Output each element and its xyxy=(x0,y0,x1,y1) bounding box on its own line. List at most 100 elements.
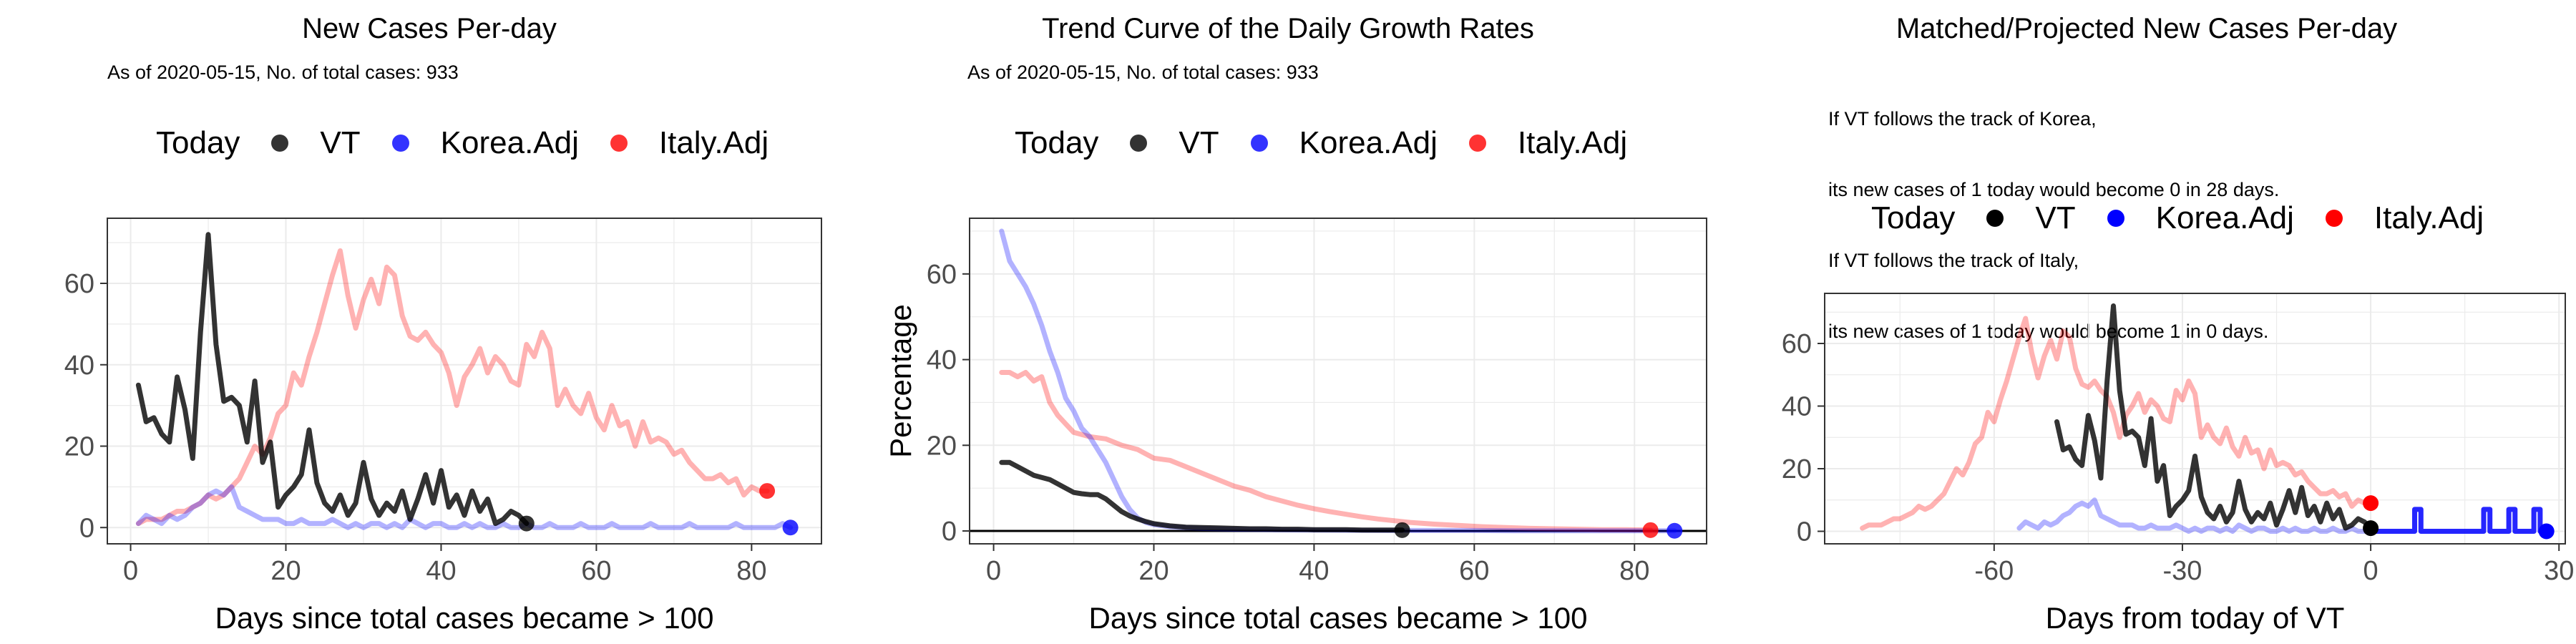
x-tick-label: 40 xyxy=(1299,556,1329,586)
y-tick-label: 40 xyxy=(1782,392,1812,422)
series-line-vt xyxy=(999,459,1405,533)
plot-border xyxy=(107,218,822,545)
today-point-vt xyxy=(1394,522,1410,538)
y-tick-label: 60 xyxy=(64,269,94,299)
x-tick-label: -60 xyxy=(1974,556,2014,586)
today-point-korea-adj xyxy=(1667,522,1683,539)
chart-legend: Today VT Korea.Adj Italy.Adj xyxy=(1015,125,1659,161)
y-tick-label: 40 xyxy=(64,351,94,381)
series-line-vt xyxy=(2054,303,2373,531)
series-line-italy-adj xyxy=(999,370,1654,533)
legend-dot-korea xyxy=(1250,135,1268,152)
today-point-italy-adj xyxy=(2363,495,2379,512)
legend-title: Today xyxy=(156,125,240,160)
x-tick-label: 30 xyxy=(2544,556,2574,586)
legend-item-korea: Korea.Adj xyxy=(391,125,579,161)
chart-annotations: If VT follows the track of Korea, its ne… xyxy=(1828,60,2279,391)
legend-label-korea: Korea.Adj xyxy=(2155,200,2294,235)
legend-item-italy: Italy.Adj xyxy=(610,125,769,161)
legend-label-italy: Italy.Adj xyxy=(2373,200,2484,235)
x-tick-label: 0 xyxy=(2363,556,2379,586)
y-tick-label: 20 xyxy=(1782,454,1812,484)
legend-label-korea: Korea.Adj xyxy=(1299,125,1438,160)
legend-item-vt: VT xyxy=(1130,125,1219,161)
chart-subtitle: As of 2020-05-15, No. of total cases: 93… xyxy=(107,62,459,83)
legend-dot-korea xyxy=(2107,210,2124,227)
legend-label-vt: VT xyxy=(1179,125,1219,160)
y-tick-label: 0 xyxy=(79,513,94,543)
today-point-italy-adj xyxy=(759,483,776,499)
chart-panel-growth-rates: Trend Curve of the Daily Growth Rates As… xyxy=(859,0,1717,644)
legend-dot-italy xyxy=(2325,210,2343,227)
y-tick-label: 0 xyxy=(1797,517,1812,547)
today-point-korea-adj xyxy=(2538,523,2555,540)
annotation-line: If VT follows the track of Korea, xyxy=(1828,108,2097,130)
legend-label-vt: VT xyxy=(320,125,361,160)
x-tick-label: 40 xyxy=(426,556,456,586)
legend-dot-italy xyxy=(610,135,628,152)
series-line-vt xyxy=(135,232,530,527)
chart-panel-projected: Matched/Projected New Cases Per-day If V… xyxy=(1717,0,2576,644)
x-tick-label: 60 xyxy=(581,556,611,586)
grid xyxy=(107,218,821,544)
series-line-korea-adj xyxy=(2016,497,2373,534)
legend-label-italy: Italy.Adj xyxy=(1517,125,1628,160)
plot-border xyxy=(969,218,1707,545)
chart-legend: Today VT Korea.Adj Italy.Adj xyxy=(156,125,800,161)
chart-svg: 0 20 40 60 80 0 20 40 60 Days since total cases b… xyxy=(884,218,1707,635)
legend-dot-korea xyxy=(391,135,409,152)
legend-dot-vt xyxy=(271,135,289,152)
x-tick-label: -30 xyxy=(2162,556,2202,586)
chart-svg: -60 -30 0 30 0 20 40 60 Days from today of VT xyxy=(1782,293,2574,635)
x-axis-label: Days from today of VT xyxy=(2046,601,2345,635)
x-tick-label: 20 xyxy=(270,556,301,586)
legend-dot-italy xyxy=(1468,135,1486,152)
x-tick-label: 80 xyxy=(1619,556,1649,586)
x-tick-label: 0 xyxy=(123,556,138,586)
x-tick-label: 0 xyxy=(986,556,1001,586)
legend-label-italy: Italy.Adj xyxy=(658,125,769,160)
legend-dot-vt xyxy=(1130,135,1148,152)
chart-title: Matched/Projected New Cases Per-day xyxy=(1896,13,2398,44)
chart-svg: 0 20 40 60 80 0 20 40 60 Days since total cases b… xyxy=(64,218,822,635)
series-line-italy-adj xyxy=(1860,316,2373,531)
chart-legend: Today VT Korea.Adj Italy.Adj xyxy=(1871,200,2515,236)
legend-title: Today xyxy=(1015,125,1099,160)
legend-item-vt: VT xyxy=(271,125,361,161)
series-line-korea-adj xyxy=(135,484,794,530)
x-axis-label: Days since total cases became > 100 xyxy=(1089,601,1588,635)
legend-item-korea: Korea.Adj xyxy=(2107,200,2294,236)
chart-panel-new-cases: New Cases Per-day As of 2020-05-15, No. … xyxy=(0,0,859,644)
annotation-line: If VT follows the track of Italy, xyxy=(1828,250,2079,271)
series-line-korea-adj xyxy=(999,228,1677,534)
today-point-vt xyxy=(2363,520,2379,537)
y-tick-label: 60 xyxy=(1782,329,1812,359)
legend-item-italy: Italy.Adj xyxy=(1468,125,1628,161)
series-line-italy-adj xyxy=(135,248,770,527)
today-point-vt xyxy=(518,515,535,532)
x-axis-label: Days since total cases became > 100 xyxy=(215,601,714,635)
today-point-italy-adj xyxy=(1642,522,1659,538)
chart-title: Trend Curve of the Daily Growth Rates xyxy=(1042,13,1534,44)
y-axis-label: Percentage xyxy=(884,304,917,458)
annotation-line: its new cases of 1 today would become 0 … xyxy=(1828,179,2280,200)
y-tick-label: 0 xyxy=(942,517,957,547)
y-tick-label: 60 xyxy=(927,260,957,290)
legend-label-vt: VT xyxy=(2035,200,2076,235)
legend-item-korea: Korea.Adj xyxy=(1250,125,1438,161)
legend-item-vt: VT xyxy=(1986,200,2076,236)
annotation-line: its new cases of 1 today would become 1 … xyxy=(1828,321,2269,342)
legend-item-italy: Italy.Adj xyxy=(2325,200,2484,236)
legend-title: Today xyxy=(1871,200,1956,235)
chart-subtitle: As of 2020-05-15, No. of total cases: 93… xyxy=(967,62,1319,83)
chart-title: New Cases Per-day xyxy=(302,13,557,44)
y-tick-label: 20 xyxy=(927,431,957,461)
legend-dot-vt xyxy=(1986,210,2004,227)
y-tick-label: 40 xyxy=(927,346,957,376)
grid xyxy=(1825,293,2565,544)
x-tick-label: 60 xyxy=(1459,556,1489,586)
legend-label-korea: Korea.Adj xyxy=(440,125,579,160)
today-point-korea-adj xyxy=(782,519,799,536)
plot-border xyxy=(1824,293,2566,545)
series-line-korea-adj xyxy=(2368,507,2550,534)
